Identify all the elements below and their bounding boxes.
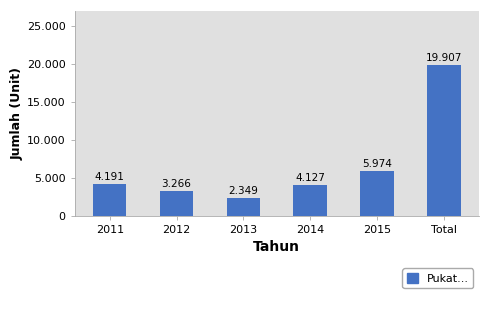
Text: 19.907: 19.907 — [426, 53, 462, 63]
Text: 5.974: 5.974 — [362, 159, 392, 169]
Bar — [93, 184, 126, 216]
X-axis label: Tahun: Tahun — [253, 240, 300, 254]
Text: 2.349: 2.349 — [228, 186, 258, 196]
Text: 4.191: 4.191 — [95, 172, 124, 182]
Y-axis label: Jumlah (Unit): Jumlah (Unit) — [11, 67, 24, 160]
Bar — [227, 198, 260, 216]
Bar — [360, 171, 393, 216]
Bar — [160, 191, 193, 216]
Bar — [427, 65, 461, 216]
Text: 4.127: 4.127 — [295, 173, 325, 183]
Bar — [294, 185, 327, 216]
Legend: Pukat...: Pukat... — [402, 269, 473, 288]
Text: 3.266: 3.266 — [162, 179, 192, 189]
